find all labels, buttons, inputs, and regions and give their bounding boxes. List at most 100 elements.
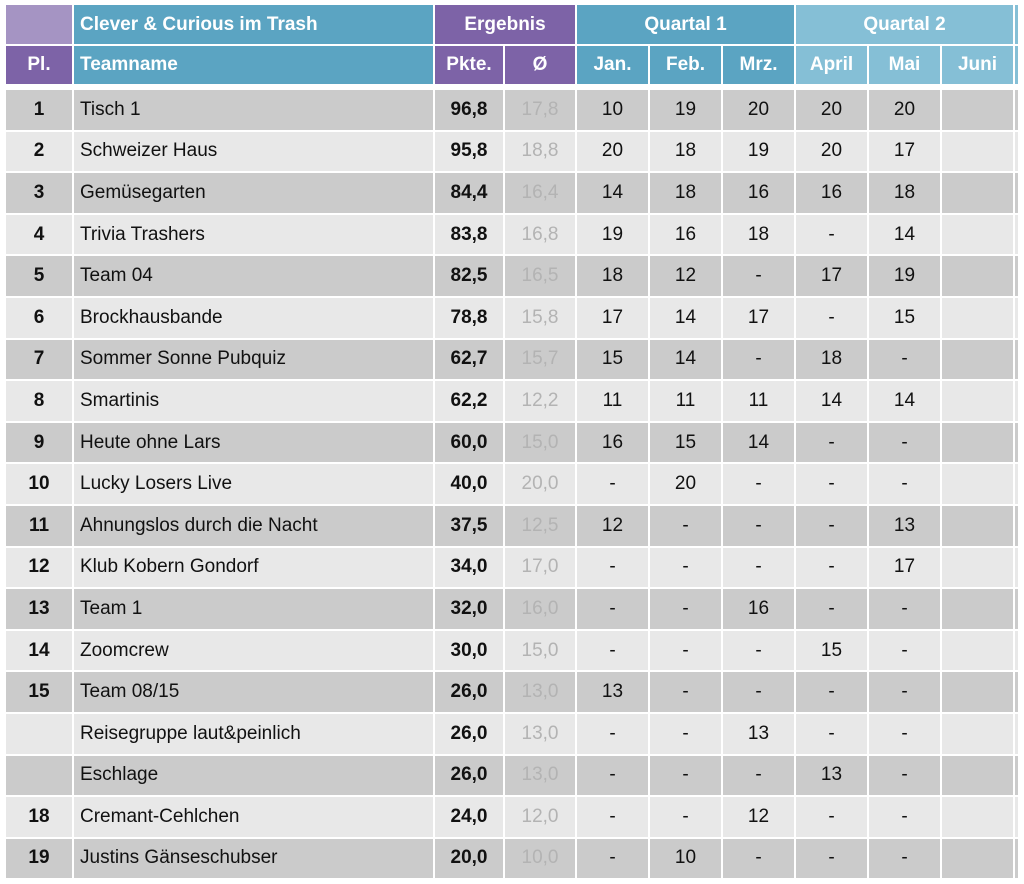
score-cell-april: -	[796, 838, 869, 881]
team-name-cell: Smartinis	[74, 381, 435, 423]
score-cell-mrz: 20	[723, 90, 796, 132]
score-cell-feb: 14	[650, 297, 723, 340]
team-name-cell: Gemüsegarten	[74, 173, 435, 215]
average-cell: 16,5	[505, 256, 577, 298]
header-quartal-1: Quartal 1	[577, 5, 796, 46]
average-cell: 15,0	[505, 630, 577, 673]
score-cell-feb: -	[650, 505, 723, 548]
score-cell-juni	[942, 589, 1015, 631]
table-row: 4 Trivia Trashers 83,8 16,8 19 16 18-14	[6, 214, 1020, 257]
score-cell-feb: 18	[650, 131, 723, 174]
points-cell: 84,4	[435, 173, 505, 215]
score-cell-mrz: -	[723, 755, 796, 798]
score-cell-jan: 10	[577, 90, 650, 132]
average-cell: 15,7	[505, 339, 577, 382]
row-edge	[1015, 713, 1020, 756]
place-cell: 14	[6, 630, 74, 673]
score-cell-jan: -	[577, 797, 650, 839]
place-cell	[6, 713, 74, 756]
row-edge	[1015, 630, 1020, 673]
score-cell-mai: -	[869, 589, 942, 631]
points-cell: 24,0	[435, 797, 505, 839]
score-cell-mrz: -	[723, 256, 796, 298]
points-cell: 82,5	[435, 256, 505, 298]
score-cell-mrz: -	[723, 464, 796, 506]
column-header-juni: Juni	[942, 46, 1015, 86]
team-name-cell: Trivia Trashers	[74, 214, 435, 257]
average-cell: 12,5	[505, 505, 577, 548]
place-cell: 10	[6, 464, 74, 506]
score-cell-april: 18	[796, 339, 869, 382]
score-cell-april: 20	[796, 90, 869, 132]
team-name-cell: Team 04	[74, 256, 435, 298]
row-edge	[1015, 90, 1020, 132]
score-cell-mrz: -	[723, 838, 796, 881]
average-cell: 16,4	[505, 173, 577, 215]
score-cell-mai: -	[869, 422, 942, 465]
team-name-cell: Sommer Sonne Pubquiz	[74, 339, 435, 382]
score-cell-juni	[942, 464, 1015, 506]
row-edge	[1015, 422, 1020, 465]
table-row: 9 Heute ohne Lars 60,0 15,0 16 15 14- -	[6, 422, 1020, 465]
team-name-cell: Team 08/15	[74, 672, 435, 714]
score-cell-feb: -	[650, 797, 723, 839]
score-cell-mrz: -	[723, 672, 796, 714]
score-cell-juni	[942, 173, 1015, 215]
score-cell-juni	[942, 422, 1015, 465]
score-cell-juni	[942, 256, 1015, 298]
score-cell-feb: 14	[650, 339, 723, 382]
score-cell-mrz: 16	[723, 589, 796, 631]
place-cell: 4	[6, 214, 74, 257]
score-cell-juni	[942, 90, 1015, 132]
score-cell-mai: 14	[869, 381, 942, 423]
score-cell-mrz: 11	[723, 381, 796, 423]
score-cell-april: 16	[796, 173, 869, 215]
score-cell-april: 13	[796, 755, 869, 798]
points-cell: 34,0	[435, 547, 505, 590]
points-cell: 83,8	[435, 214, 505, 257]
average-cell: 17,8	[505, 90, 577, 132]
points-cell: 26,0	[435, 672, 505, 714]
score-cell-mrz: 12	[723, 797, 796, 839]
score-cell-feb: -	[650, 755, 723, 798]
table-title: Clever & Curious im Trash	[74, 5, 435, 46]
score-cell-feb: 10	[650, 838, 723, 881]
table-row: Reisegruppe laut&peinlich 26,0 13,0- -13- -	[6, 713, 1020, 756]
score-cell-jan: 18	[577, 256, 650, 298]
column-header-teamname: Teamname	[74, 46, 435, 86]
average-cell: 20,0	[505, 464, 577, 506]
score-cell-jan: -	[577, 838, 650, 881]
table-row: Eschlage 26,0 13,0- - -13-	[6, 755, 1020, 798]
team-name-cell: Heute ohne Lars	[74, 422, 435, 465]
header-row-columns: Pl. Teamname Pkte. Ø Jan. Feb. Mrz. Apri…	[6, 46, 1020, 86]
score-cell-mai: -	[869, 339, 942, 382]
score-cell-april: -	[796, 505, 869, 548]
table-row: 2 Schweizer Haus 95,8 18,8 20 18 19 20 17	[6, 131, 1020, 174]
column-header-april: April	[796, 46, 869, 86]
row-edge	[1015, 173, 1020, 215]
score-cell-jan: -	[577, 755, 650, 798]
score-cell-april: -	[796, 297, 869, 340]
score-cell-mrz: -	[723, 505, 796, 548]
table-row: 6 Brockhausbande 78,8 15,8 17 14 17-15	[6, 297, 1020, 340]
column-header-mai: Mai	[869, 46, 942, 86]
score-cell-juni	[942, 630, 1015, 673]
score-cell-feb: -	[650, 589, 723, 631]
score-cell-juni	[942, 131, 1015, 174]
score-cell-feb: 15	[650, 422, 723, 465]
score-cell-april: -	[796, 422, 869, 465]
table-row: 12 Klub Kobern Gondorf 34,0 17,0- - - -17	[6, 547, 1020, 590]
score-cell-mai: 17	[869, 547, 942, 590]
row-edge	[1015, 797, 1020, 839]
average-cell: 17,0	[505, 547, 577, 590]
header-edge	[1015, 5, 1020, 46]
row-edge	[1015, 755, 1020, 798]
score-cell-april: -	[796, 672, 869, 714]
points-cell: 26,0	[435, 755, 505, 798]
score-cell-mrz: -	[723, 547, 796, 590]
header-corner	[6, 5, 74, 46]
team-name-cell: Lucky Losers Live	[74, 464, 435, 506]
header-row-top: Clever & Curious im Trash Ergebnis Quart…	[6, 5, 1020, 46]
column-header-avg: Ø	[505, 46, 577, 86]
score-cell-april: -	[796, 797, 869, 839]
